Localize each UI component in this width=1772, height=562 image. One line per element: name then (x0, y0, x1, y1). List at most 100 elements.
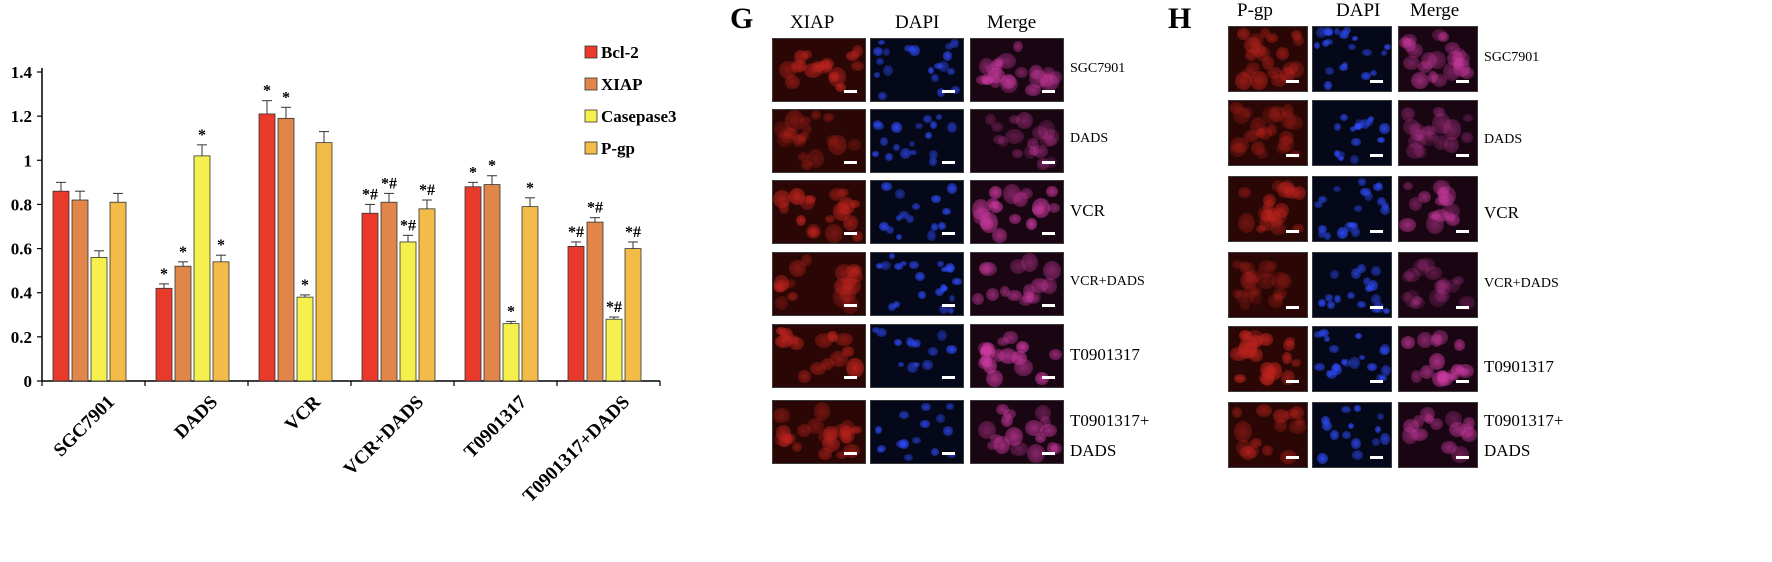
cell-nucleus (1231, 259, 1243, 270)
cell-nucleus (1348, 43, 1357, 51)
bar-casepase3 (193, 155, 211, 382)
cell-nucleus (1376, 374, 1385, 383)
cell-nucleus (915, 272, 926, 282)
scale-bar (1370, 306, 1383, 309)
cell-nucleus (1363, 191, 1374, 202)
cell-nucleus (1245, 49, 1257, 62)
cell-nucleus (931, 195, 941, 203)
x-category-label: T0901317+DADS (519, 392, 634, 507)
cell-nucleus (909, 149, 917, 156)
cell-nucleus (1354, 119, 1365, 129)
micrograph-red (772, 400, 866, 464)
cell-nucleus (1282, 340, 1295, 351)
cell-nucleus (879, 221, 889, 232)
cell-nucleus (1370, 266, 1382, 276)
cell-nucleus (1335, 150, 1346, 159)
scale-bar (942, 304, 955, 307)
cell-nucleus (949, 39, 960, 48)
cell-nucleus (1360, 187, 1371, 197)
cell-nucleus (784, 75, 800, 89)
cell-nucleus (993, 134, 1005, 144)
cell-nucleus (852, 45, 863, 57)
cell-nucleus (986, 440, 999, 450)
cell-nucleus (1435, 289, 1451, 303)
cell-nucleus (791, 134, 807, 148)
cell-nucleus (810, 110, 821, 120)
cell-nucleus (846, 50, 860, 61)
significance-mark: * (526, 180, 534, 197)
cell-nucleus (1242, 284, 1257, 298)
cell-nucleus (1285, 185, 1299, 199)
micrograph-blue (870, 400, 964, 464)
cell-nucleus (1376, 136, 1386, 144)
cell-nucleus (795, 215, 807, 227)
cell-nucleus (977, 421, 996, 440)
scale-bar (844, 90, 857, 93)
cell-nucleus (851, 61, 864, 72)
cell-nucleus (1318, 298, 1327, 308)
cell-nucleus (1033, 145, 1049, 159)
cell-nucleus (1041, 278, 1058, 294)
cell-nucleus (1242, 106, 1253, 118)
significance-mark: * (160, 266, 168, 283)
scale-bar (1370, 380, 1383, 383)
cell-nucleus (1358, 178, 1366, 187)
cell-nucleus (1278, 136, 1295, 152)
cell-nucleus (1341, 431, 1352, 440)
cell-nucleus (1251, 140, 1266, 156)
cell-nucleus (927, 230, 937, 241)
cell-nucleus (1288, 419, 1306, 435)
cell-nucleus (1410, 123, 1426, 141)
cell-nucleus (888, 253, 896, 260)
cell-nucleus (898, 411, 910, 420)
cell-nucleus (806, 418, 824, 435)
cell-nucleus (1274, 419, 1288, 433)
cell-nucleus (896, 234, 903, 240)
cell-nucleus (1415, 146, 1427, 158)
cell-nucleus (872, 46, 884, 56)
scale-bar (1456, 380, 1469, 383)
cell-nucleus (1031, 197, 1050, 218)
cell-nucleus (1463, 416, 1475, 430)
micrograph-blue (870, 324, 964, 388)
cell-nucleus (1233, 373, 1246, 384)
bar-casepase3 (90, 256, 108, 382)
cell-nucleus (1026, 218, 1037, 230)
cell-nucleus (980, 217, 993, 231)
cell-nucleus (998, 348, 1017, 364)
cell-nucleus (1046, 185, 1059, 198)
scale-bar (1286, 306, 1299, 309)
bar-xiap (483, 184, 501, 382)
cell-nucleus (914, 122, 923, 130)
cell-nucleus (1047, 203, 1060, 214)
cell-nucleus (798, 151, 810, 162)
cell-nucleus (1317, 453, 1328, 465)
y-tick-label: 0.2 (11, 328, 32, 347)
cell-nucleus (937, 221, 947, 230)
cell-nucleus (1281, 370, 1296, 386)
cell-nucleus (1010, 441, 1029, 457)
cell-nucleus (879, 261, 891, 271)
cell-nucleus (1265, 33, 1278, 43)
cell-nucleus (1331, 363, 1340, 372)
cell-nucleus (1448, 372, 1460, 381)
cell-nucleus (1411, 72, 1430, 90)
cell-nucleus (1004, 427, 1023, 447)
cell-nucleus (995, 403, 1009, 416)
bar-bcl-2 (361, 212, 379, 382)
micrograph-red (1228, 176, 1308, 242)
cell-nucleus (990, 433, 1003, 443)
row-label: VCR+DADS (1070, 274, 1145, 289)
cell-nucleus (842, 278, 862, 296)
scale-bar (942, 161, 955, 164)
micrograph-blue (870, 109, 964, 173)
bar-xiap (174, 265, 192, 382)
cell-nucleus (801, 160, 812, 170)
cell-nucleus (834, 333, 853, 347)
cell-nucleus (972, 293, 984, 306)
cell-nucleus (1376, 196, 1387, 206)
cell-nucleus (1351, 35, 1358, 42)
cell-nucleus (1341, 406, 1351, 414)
cell-nucleus (887, 303, 897, 312)
cell-nucleus (1372, 438, 1380, 446)
